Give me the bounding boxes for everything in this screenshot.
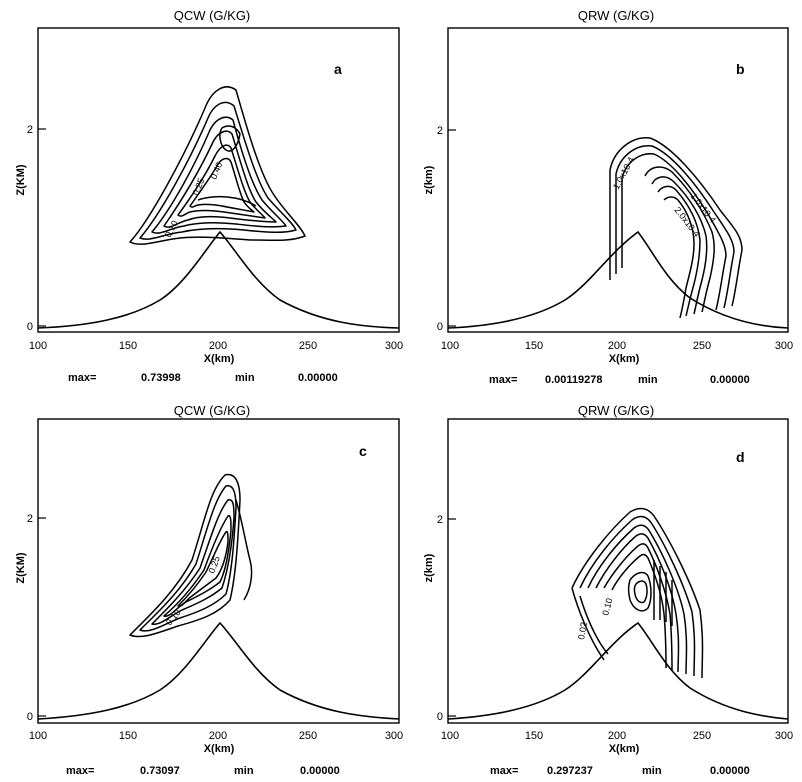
panel-a-xlabel: X(km)	[204, 353, 235, 365]
panel-c-xtick-250: 250	[299, 730, 317, 742]
panel-c-max-value: 0.73097	[140, 765, 180, 777]
panel-b-ylabel: z(km)	[423, 165, 435, 194]
panel-d-xtick-250: 250	[693, 730, 711, 742]
panel-d-ylabel: z(km)	[423, 553, 435, 582]
panel-d-letter: d	[736, 449, 745, 465]
panel-d-xtick-300: 300	[775, 730, 793, 742]
panel-a-ylabel: Z(KM)	[15, 164, 27, 195]
panel-a-max-value: 0.73998	[141, 372, 181, 384]
panel-c-xtick-100: 100	[29, 730, 47, 742]
panel-c-ylabel: Z(KM)	[15, 552, 27, 583]
panel-a-max-label: max=	[68, 372, 96, 384]
panel-b-xtick-300: 300	[775, 340, 793, 352]
panel-b-ytick-0: 0	[437, 321, 443, 333]
panel-a-min-value: 0.00000	[298, 372, 338, 384]
panel-b-xtick-250: 250	[693, 340, 711, 352]
panel-a-xtick-300: 300	[385, 340, 403, 352]
panel-b-xtick-100: 100	[441, 340, 459, 352]
panel-c-xtick-300: 300	[385, 730, 403, 742]
panel-d-contour-label-2: 0.10	[600, 597, 614, 617]
panel-b: QRW (G/KG) b z(km) 2 0 100 150 200 250 3…	[423, 8, 793, 386]
panel-d-xtick-100: 100	[441, 730, 459, 742]
panel-a-frame	[37, 27, 400, 333]
panel-b-max-label: max=	[489, 374, 517, 386]
panel-d-terrain	[447, 621, 789, 720]
panel-c-min-value: 0.00000	[300, 765, 340, 777]
panel-b-min-value: 0.00000	[710, 374, 750, 386]
panel-c-min-label: min	[234, 765, 254, 777]
panel-b-letter: b	[736, 61, 745, 77]
panel-b-xtick-200: 200	[608, 340, 626, 352]
panel-d-contours	[571, 507, 704, 679]
panel-b-ytick-2: 2	[437, 125, 443, 137]
panel-d-min-label: min	[642, 765, 662, 777]
panel-b-xtick-150: 150	[525, 340, 543, 352]
panel-d-frame	[447, 418, 789, 724]
panel-a-title: QCW (G/KG)	[174, 8, 251, 23]
panel-c-letter: c	[359, 443, 367, 459]
panel-c-frame	[37, 418, 400, 724]
panel-b-contour-label-3: 2.0x10-4	[672, 205, 701, 239]
panel-b-frame	[447, 27, 789, 333]
panel-c-max-label: max=	[66, 765, 94, 777]
panel-b-title: QRW (G/KG)	[578, 8, 654, 23]
panel-b-min-label: min	[638, 374, 658, 386]
panel-d-max-label: max=	[490, 765, 518, 777]
panel-b-xlabel: X(km)	[609, 353, 640, 365]
panel-c-xtick-150: 150	[119, 730, 137, 742]
panel-d: QRW (G/KG) d z(km) 2 0 100 150 200 250 3…	[423, 403, 793, 777]
panel-c-xtick-200: 200	[209, 730, 227, 742]
panel-b-contour-label-1: 1.0x10-4	[611, 155, 636, 191]
panel-a-contour-label-1: 0.10	[163, 219, 180, 239]
panel-d-ytick-0: 0	[437, 711, 443, 723]
panel-d-max-value: 0.297237	[547, 765, 593, 777]
panel-c-xlabel: X(km)	[204, 743, 235, 755]
panel-a-xtick-150: 150	[119, 340, 137, 352]
panel-d-title: QRW (G/KG)	[578, 403, 654, 418]
panel-a-terrain	[37, 230, 400, 329]
panel-a-xtick-250: 250	[299, 340, 317, 352]
panel-b-contours	[609, 137, 743, 319]
panel-c-ytick-0: 0	[27, 711, 33, 723]
panel-c-terrain	[37, 621, 400, 720]
panel-d-xtick-200: 200	[608, 730, 626, 742]
panel-a-letter: a	[334, 61, 342, 77]
panel-a-contours	[129, 86, 306, 245]
panel-c: QCW (G/KG) c Z(KM) 2 0 100 150 200 250 3…	[15, 403, 403, 777]
panel-c-ytick-2: 2	[27, 513, 33, 525]
panel-a: QCW (G/KG) a Z(KM) 2 0 100 150 200 250 3…	[15, 8, 403, 384]
panel-d-ytick-2: 2	[437, 514, 443, 526]
panel-d-xtick-150: 150	[525, 730, 543, 742]
panel-a-min-label: min	[235, 372, 255, 384]
panel-d-xlabel: X(km)	[609, 743, 640, 755]
panel-b-max-value: 0.00119278	[545, 374, 603, 386]
panel-d-min-value: 0.00000	[710, 765, 750, 777]
panel-d-contour-label-1: 0.02	[576, 621, 589, 640]
panel-a-ytick-0: 0	[27, 321, 33, 333]
panel-a-ytick-2: 2	[27, 124, 33, 136]
panel-b-terrain	[447, 230, 789, 329]
panel-a-xtick-100: 100	[29, 340, 47, 352]
panel-c-title: QCW (G/KG)	[174, 403, 251, 418]
panel-a-xtick-200: 200	[209, 340, 227, 352]
panel-c-contours	[129, 473, 253, 638]
